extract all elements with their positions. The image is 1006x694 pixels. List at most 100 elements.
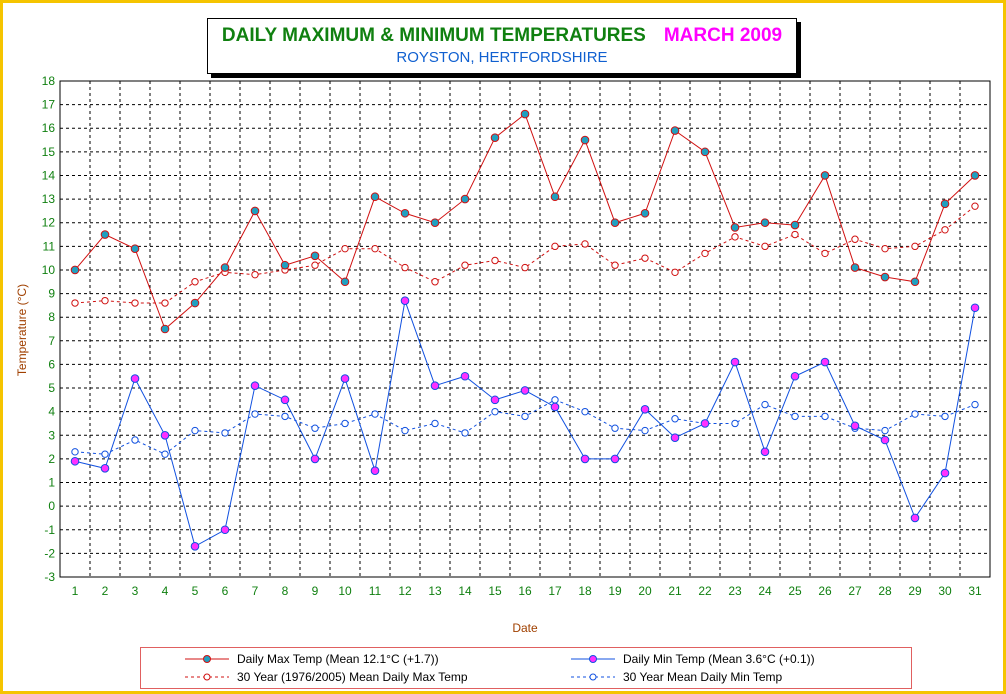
data-point-min-normal bbox=[431, 419, 439, 428]
x-tick-label: 21 bbox=[668, 584, 682, 598]
x-tick-label: 24 bbox=[758, 584, 772, 598]
legend-swatch-max-normal bbox=[185, 673, 229, 681]
data-point-max bbox=[700, 147, 710, 157]
data-point-min bbox=[850, 421, 860, 431]
data-point-max bbox=[880, 272, 890, 282]
data-point-min-normal bbox=[461, 429, 469, 437]
y-tick-label: 0 bbox=[48, 499, 55, 513]
data-point-min bbox=[550, 402, 560, 412]
x-tick-label: 1 bbox=[72, 584, 79, 598]
x-axis-label: Date bbox=[512, 621, 538, 635]
data-point-max bbox=[220, 263, 230, 272]
data-point-max bbox=[310, 251, 320, 261]
data-point-max-normal bbox=[401, 263, 409, 272]
data-point-min-normal bbox=[911, 410, 919, 418]
data-point-min-normal bbox=[581, 407, 589, 416]
data-point-min-normal bbox=[371, 410, 379, 418]
data-point-min bbox=[310, 454, 320, 464]
data-point-min bbox=[640, 405, 650, 414]
y-tick-label: 14 bbox=[42, 168, 56, 182]
data-point-max bbox=[400, 208, 410, 218]
data-point-min-normal bbox=[281, 412, 289, 421]
data-point-min bbox=[430, 381, 440, 390]
y-tick-label: 7 bbox=[48, 334, 55, 348]
chart-title: DAILY MAXIMUM & MINIMUM TEMPERATURES bbox=[221, 25, 646, 46]
data-point-max-normal bbox=[881, 244, 889, 253]
x-tick-label: 22 bbox=[698, 584, 712, 598]
data-point-max-normal bbox=[971, 202, 979, 210]
data-point-max bbox=[430, 218, 440, 228]
x-tick-label: 8 bbox=[282, 584, 289, 598]
y-tick-label: 11 bbox=[43, 239, 56, 253]
data-point-min-normal bbox=[881, 426, 889, 435]
x-tick-label: 9 bbox=[312, 584, 319, 598]
x-tick-label: 30 bbox=[938, 584, 952, 598]
y-tick-label: 8 bbox=[48, 310, 55, 324]
y-tick-label: 2 bbox=[48, 452, 55, 466]
series-layer bbox=[70, 109, 980, 551]
x-tick-label: 7 bbox=[252, 584, 259, 598]
data-point-min-normal bbox=[611, 424, 619, 432]
data-point-min-normal bbox=[671, 415, 679, 423]
x-tick-label: 31 bbox=[968, 584, 982, 598]
data-point-min-normal bbox=[191, 426, 199, 435]
data-point-min bbox=[250, 381, 260, 390]
y-tick-label: 4 bbox=[48, 405, 55, 419]
data-point-max-normal bbox=[71, 299, 79, 307]
x-tick-label: 17 bbox=[548, 584, 562, 598]
data-point-min bbox=[190, 541, 200, 551]
data-point-min-normal bbox=[941, 412, 949, 421]
data-point-min bbox=[940, 468, 950, 478]
data-point-min-normal bbox=[401, 426, 409, 435]
data-point-min bbox=[760, 447, 770, 457]
data-point-max bbox=[970, 171, 980, 180]
data-point-min-normal bbox=[641, 426, 649, 435]
data-point-min bbox=[910, 513, 920, 523]
x-tick-label: 29 bbox=[908, 584, 922, 598]
data-point-min bbox=[580, 454, 590, 464]
data-point-min bbox=[730, 357, 740, 367]
data-point-max bbox=[70, 265, 80, 275]
x-tick-label: 4 bbox=[162, 584, 169, 598]
legend-label-max: Daily Max Temp (Mean 12.1°C (+1.7)) bbox=[237, 652, 439, 666]
data-point-max bbox=[250, 206, 260, 216]
y-tick-label: 16 bbox=[42, 121, 56, 135]
data-point-min bbox=[220, 525, 230, 535]
data-point-max-normal bbox=[941, 226, 949, 234]
data-point-max bbox=[850, 263, 860, 272]
plot-border bbox=[59, 80, 991, 578]
y-tick-label: 6 bbox=[48, 357, 55, 371]
x-tick-label: 5 bbox=[192, 584, 199, 598]
legend-item-max-normal: 30 Year (1976/2005) Mean Daily Max Temp bbox=[185, 667, 468, 687]
data-point-max-normal bbox=[701, 249, 709, 258]
x-tick-label: 25 bbox=[788, 584, 802, 598]
data-point-min bbox=[790, 371, 800, 381]
legend-swatch-max bbox=[185, 655, 229, 663]
data-point-max-normal bbox=[911, 242, 919, 251]
legend-item-min: Daily Min Temp (Mean 3.6°C (+0.1)) bbox=[571, 649, 815, 669]
y-tick-label: 3 bbox=[48, 428, 55, 442]
data-point-min-normal bbox=[491, 407, 499, 416]
data-point-max bbox=[910, 277, 920, 287]
data-point-max bbox=[940, 199, 950, 209]
legend: Daily Max Temp (Mean 12.1°C (+1.7)) Dail… bbox=[140, 647, 912, 689]
data-point-max bbox=[730, 223, 740, 232]
data-point-max bbox=[760, 218, 770, 228]
data-point-max-normal bbox=[371, 244, 379, 253]
title-box: DAILY MAXIMUM & MINIMUM TEMPERATURES MARC… bbox=[207, 18, 797, 74]
data-point-min-normal bbox=[131, 436, 139, 444]
x-tick-label: 20 bbox=[638, 584, 652, 598]
y-tick-label: 12 bbox=[42, 216, 56, 230]
x-tick-label: 23 bbox=[728, 584, 742, 598]
data-point-min bbox=[130, 374, 140, 383]
x-tick-label: 3 bbox=[132, 584, 139, 598]
x-tick-label: 10 bbox=[338, 584, 352, 598]
data-point-max-normal bbox=[821, 249, 829, 258]
data-point-max bbox=[280, 260, 290, 270]
data-point-min-normal bbox=[71, 448, 79, 456]
data-point-min bbox=[340, 374, 350, 383]
data-point-max bbox=[520, 109, 530, 119]
y-tick-label: 9 bbox=[48, 287, 55, 301]
data-point-max bbox=[160, 324, 170, 334]
